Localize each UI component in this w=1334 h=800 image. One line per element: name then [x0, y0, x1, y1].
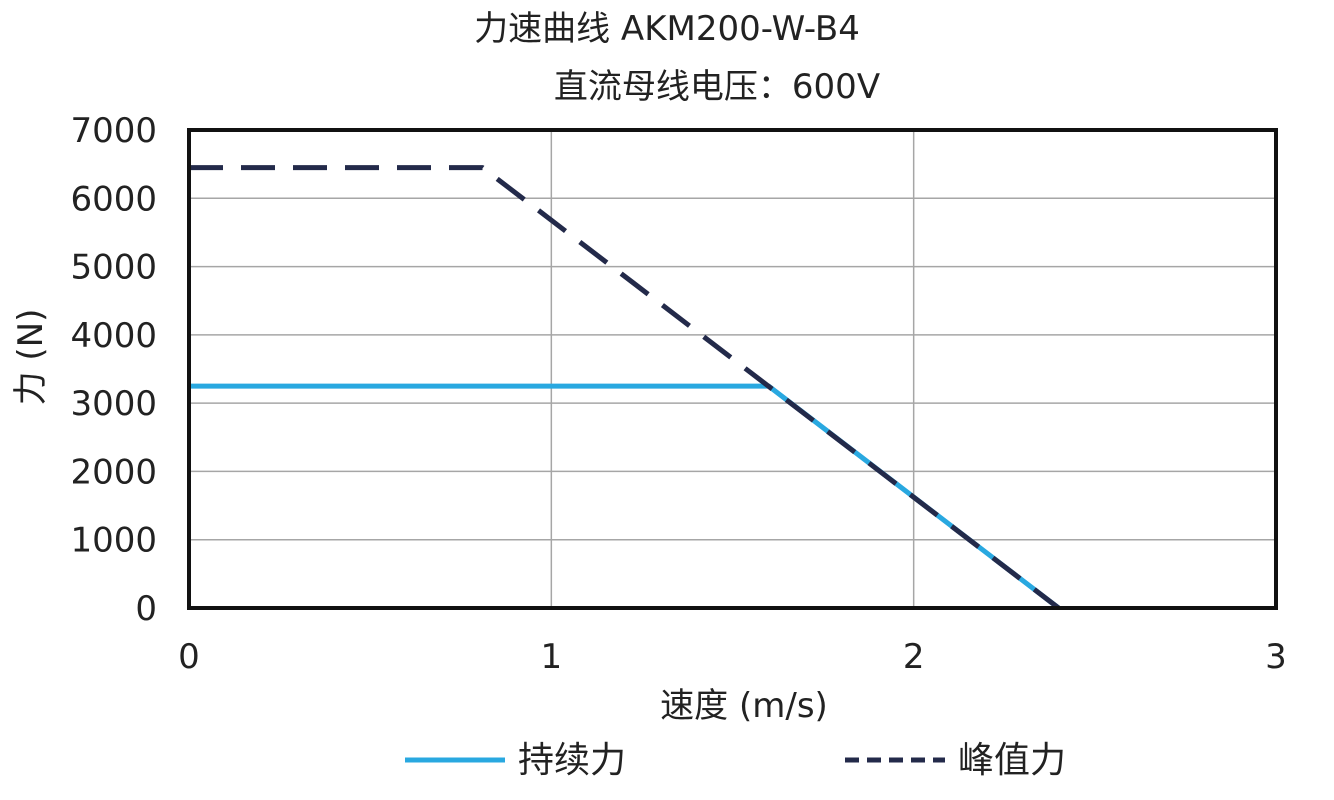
x-tick-label: 1 — [541, 637, 563, 677]
y-tick-label: 0 — [135, 589, 157, 629]
series-line-peak-force — [189, 165, 1061, 610]
x-tick-label: 0 — [178, 637, 200, 677]
y-tick-label: 6000 — [70, 179, 157, 219]
y-axis-label: 力 (N) — [11, 309, 51, 406]
x-tick-label: 2 — [903, 637, 925, 677]
y-tick-label: 1000 — [70, 521, 157, 561]
y-tick-label: 2000 — [70, 452, 157, 492]
chart-title: 力速曲线 AKM200-W-B4 — [474, 9, 860, 49]
legend-label: 持续力 — [518, 740, 626, 781]
y-tick-label: 5000 — [70, 248, 157, 288]
legend-label: 峰值力 — [958, 740, 1066, 781]
y-tick-label: 7000 — [70, 111, 157, 151]
y-axis-ticks: 0 1000 2000 3000 4000 5000 6000 7000 — [70, 111, 157, 629]
plot-frame — [187, 128, 1278, 610]
x-tick-label: 3 — [1265, 637, 1287, 677]
y-tick-label: 3000 — [70, 384, 157, 424]
legend: 持续力 峰值力 — [405, 740, 1066, 781]
x-axis-ticks: 0 1 2 3 — [178, 637, 1287, 677]
y-tick-label: 4000 — [70, 316, 157, 356]
x-axis-label: 速度 (m/s) — [660, 686, 828, 726]
series-line-continuous-force — [189, 383, 1061, 610]
series-layer — [189, 165, 1061, 610]
grid-lines — [188, 129, 1277, 609]
chart-subtitle: 直流母线电压：600V — [554, 67, 880, 107]
